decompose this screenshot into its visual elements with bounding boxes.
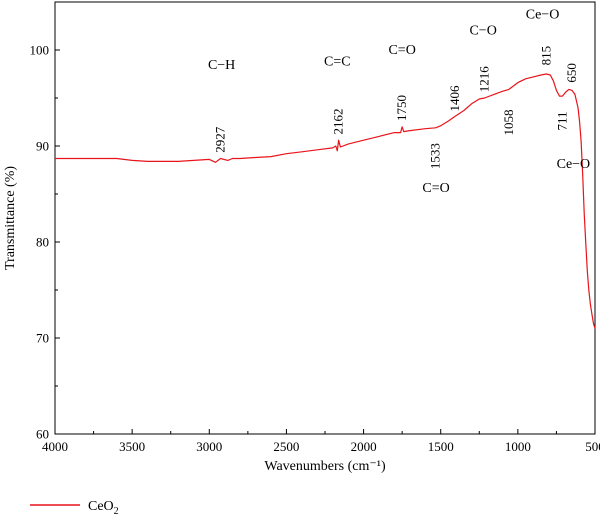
- bond-label: Ce−O: [526, 7, 560, 22]
- bond-label: Ce−O: [557, 157, 591, 172]
- y-axis-label: Transmittance (%): [3, 166, 18, 270]
- peak-label-711: 711: [554, 111, 569, 130]
- spectrum-line-ceo2: [55, 73, 596, 329]
- legend-label-subscript: 2: [114, 506, 119, 514]
- legend: CeO2: [30, 499, 119, 514]
- peak-label-1406: 1406: [447, 85, 462, 112]
- peak-label-815: 815: [538, 46, 553, 66]
- peak-annotations: 2927 2162 1750 1533 1406 1216 1058 815 711 650: [213, 46, 579, 169]
- peak-label-1058: 1058: [501, 110, 516, 136]
- peak-label-2927: 2927: [213, 126, 228, 153]
- legend-label-ceo2: CeO2: [88, 499, 119, 514]
- y-tick-label: 70: [36, 331, 49, 346]
- x-tick-label: 3500: [119, 439, 145, 454]
- bond-label: C=O: [422, 181, 449, 196]
- x-axis-ticks: 4000 3500 3000 2500 2000 1500 1000 500: [42, 429, 600, 454]
- bond-label: C−O: [469, 24, 496, 39]
- x-tick-label: 1500: [428, 439, 454, 454]
- bond-label: C=O: [388, 43, 415, 58]
- x-axis-label: Wavenumbers (cm⁻¹): [264, 459, 386, 474]
- peak-label-1533: 1533: [428, 143, 443, 169]
- peak-label-1216: 1216: [477, 66, 492, 93]
- x-tick-label: 2000: [351, 439, 377, 454]
- legend-label-main: CeO: [88, 499, 114, 514]
- x-tick-label: 4000: [42, 439, 68, 454]
- x-tick-label: 1000: [505, 439, 531, 454]
- bond-labels: C−H C=C C=O C−O Ce−O C=O Ce−O: [208, 7, 590, 196]
- y-tick-label: 60: [36, 427, 49, 442]
- peak-label-1750: 1750: [394, 95, 409, 121]
- bond-label: C−H: [208, 58, 235, 73]
- y-tick-label: 80: [36, 235, 49, 250]
- x-tick-label: 500: [585, 439, 600, 454]
- peak-label-650: 650: [564, 63, 579, 83]
- bond-label: C=C: [324, 54, 351, 69]
- x-tick-label: 2500: [273, 439, 299, 454]
- y-axis-ticks: 60 70 80 90 100: [30, 43, 60, 442]
- y-tick-label: 100: [30, 43, 50, 58]
- y-tick-label: 90: [36, 139, 49, 154]
- x-tick-label: 3000: [196, 439, 222, 454]
- peak-label-2162: 2162: [331, 108, 346, 134]
